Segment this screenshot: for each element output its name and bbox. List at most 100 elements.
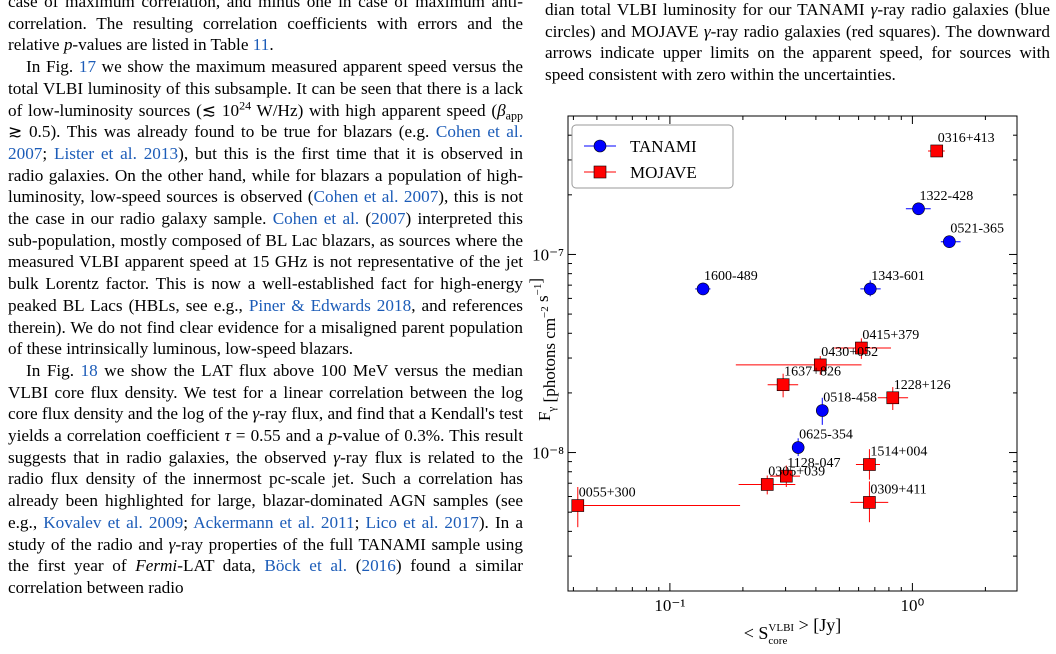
point-label: 0518-458 <box>823 391 877 406</box>
point-label: 0625-354 <box>799 428 853 443</box>
text-run: -ray radio galaxies (red squares). The d… <box>545 21 1050 85</box>
marker <box>696 282 710 296</box>
reference-link: 2007 <box>371 209 406 229</box>
text-run: -ray flux, and find that a Kendall's tes… <box>8 404 523 446</box>
text-run: -ray flux is related to the radio flux d… <box>8 447 523 532</box>
reference-link: Böck et al. <box>264 556 348 576</box>
reference-link: Piner & Edwards 2018 <box>248 295 412 315</box>
label-run: < S <box>744 623 769 643</box>
reference-link: Kovalev et al. 2009 <box>43 512 184 532</box>
text-run: ). In a study of the radio and <box>8 512 524 554</box>
point-label: 1322-428 <box>920 189 974 204</box>
text-run: ), this is not the case in our radio gal… <box>8 187 524 229</box>
label-run: s <box>533 295 552 306</box>
label-sup: −2 <box>539 306 551 318</box>
label-sup: VLBI <box>768 622 794 634</box>
y-tick-label: 10⁻⁸ <box>532 444 564 463</box>
x-axis-label: < ScoreVLBI > [Jy] <box>744 615 842 647</box>
x-tick-label: 10⁰ <box>900 596 924 615</box>
label-run: > [Jy] <box>794 615 841 635</box>
text-run: p <box>63 35 73 55</box>
text-run: -value of 0.3%. This result suggests tha… <box>8 426 523 467</box>
label-sup: −1 <box>532 284 544 296</box>
text-run: dian total VLBI luminosity for our TANAM… <box>545 0 871 19</box>
reference-link: Cohen et al. <box>272 209 360 229</box>
text-run: case of maximum correlation, and minus o… <box>8 0 523 55</box>
point-label: 0430+052 <box>821 345 878 360</box>
x-tick-label: 10⁻¹ <box>654 596 685 615</box>
text-run: 24 <box>239 97 252 112</box>
point-label: 1600-489 <box>704 269 758 284</box>
text-run: ; <box>42 143 54 163</box>
text-run: ≳ 0.5). This was already found to be tru… <box>8 122 436 142</box>
point-label: 1514+004 <box>870 445 927 460</box>
marker <box>863 496 876 509</box>
marker <box>930 144 944 158</box>
reference-link: 11 <box>252 35 270 55</box>
reference-link: 2016 <box>361 556 396 576</box>
text-run: ) interpreted this sub-population, mostl… <box>8 209 523 315</box>
label-run: ] <box>526 278 545 284</box>
point-label: 1228+126 <box>894 378 951 393</box>
marker <box>815 404 829 417</box>
legend-label: TANAMI <box>630 137 697 156</box>
paragraph: In Fig. 17 we show the maximum measured … <box>8 56 523 360</box>
text-run: γ <box>703 21 711 41</box>
label-run: [photons cm <box>540 318 559 407</box>
marker <box>855 341 868 355</box>
text-run: γ <box>333 447 341 467</box>
paragraph: In Fig. 18 we show the LAT flux above 10… <box>8 360 523 599</box>
text-run: ( <box>359 209 372 229</box>
point-label: 0521-365 <box>950 222 1004 237</box>
y-tick-label: 10⁻⁷ <box>532 245 564 264</box>
text-run: W/Hz) with high apparent speed ( <box>251 100 498 120</box>
text-run: we show the maximum measured apparent sp… <box>8 57 523 120</box>
label-sub: core <box>768 635 787 647</box>
marker <box>791 441 805 454</box>
marker <box>813 358 827 372</box>
label-run: F <box>535 412 554 421</box>
text-run: we show the LAT flux above 100 MeV versu… <box>8 360 523 424</box>
reference-link: Lister et al. 2013 <box>54 143 179 163</box>
text-run: In Fig. <box>26 57 79 77</box>
text-run: -LAT data, <box>177 556 265 576</box>
text-run: , and references therein). We do not fin… <box>8 295 523 359</box>
plot-area <box>571 144 961 528</box>
point-label: 0415+379 <box>862 328 919 343</box>
text-run: ) found a similar correlation between ra… <box>8 556 523 597</box>
marker <box>571 499 585 512</box>
text-run: -ray radio galaxies (blue circles) and M… <box>545 0 1050 41</box>
figure-caption: dian total VLBI luminosity for our TANAM… <box>545 0 1050 86</box>
point-label: 0055+300 <box>579 486 636 501</box>
text-run: In Fig. <box>26 360 81 380</box>
text-run: p <box>328 426 337 446</box>
point-label: 0316+413 <box>938 131 995 146</box>
text-run: γ <box>870 0 878 19</box>
text-run: = 0.55 and a <box>230 426 329 446</box>
point-label: 1637+826 <box>784 365 841 380</box>
text-run: γ <box>252 404 260 424</box>
chart: 10⁻¹ 10⁰ 10⁻⁸ 10⁻⁷ < ScoreVLBI > [Jy] Fγ [pho… <box>526 115 1018 647</box>
reference-link: Cohen et al. 2007 <box>8 122 523 163</box>
text-run: τ <box>224 426 231 446</box>
marker <box>863 282 877 296</box>
text-run: ), but this is the first time that it is… <box>8 143 524 207</box>
text-run: β <box>497 100 506 120</box>
text-run: ; <box>354 512 366 532</box>
text-run: γ <box>168 534 176 554</box>
marker <box>780 469 793 483</box>
marker <box>593 139 607 153</box>
point-label: 1128-047 <box>787 456 840 471</box>
text-run: app <box>505 108 523 123</box>
plot-frame <box>567 115 1018 592</box>
reference-link: Cohen et al. 2007 <box>313 187 439 207</box>
y-axis-label: Fγ [photons cm−2 s−1] <box>526 278 559 421</box>
marker <box>776 378 790 392</box>
label-sub: γ <box>546 407 558 413</box>
text-run: -ray properties of the full TANAMI sampl… <box>8 534 523 576</box>
reference-link: 17 <box>78 57 97 77</box>
text-column: case of maximum correlation, and minus o… <box>8 0 523 599</box>
reference-link: 18 <box>80 360 98 380</box>
marker <box>943 235 956 248</box>
point-label: 1343-601 <box>871 269 925 284</box>
